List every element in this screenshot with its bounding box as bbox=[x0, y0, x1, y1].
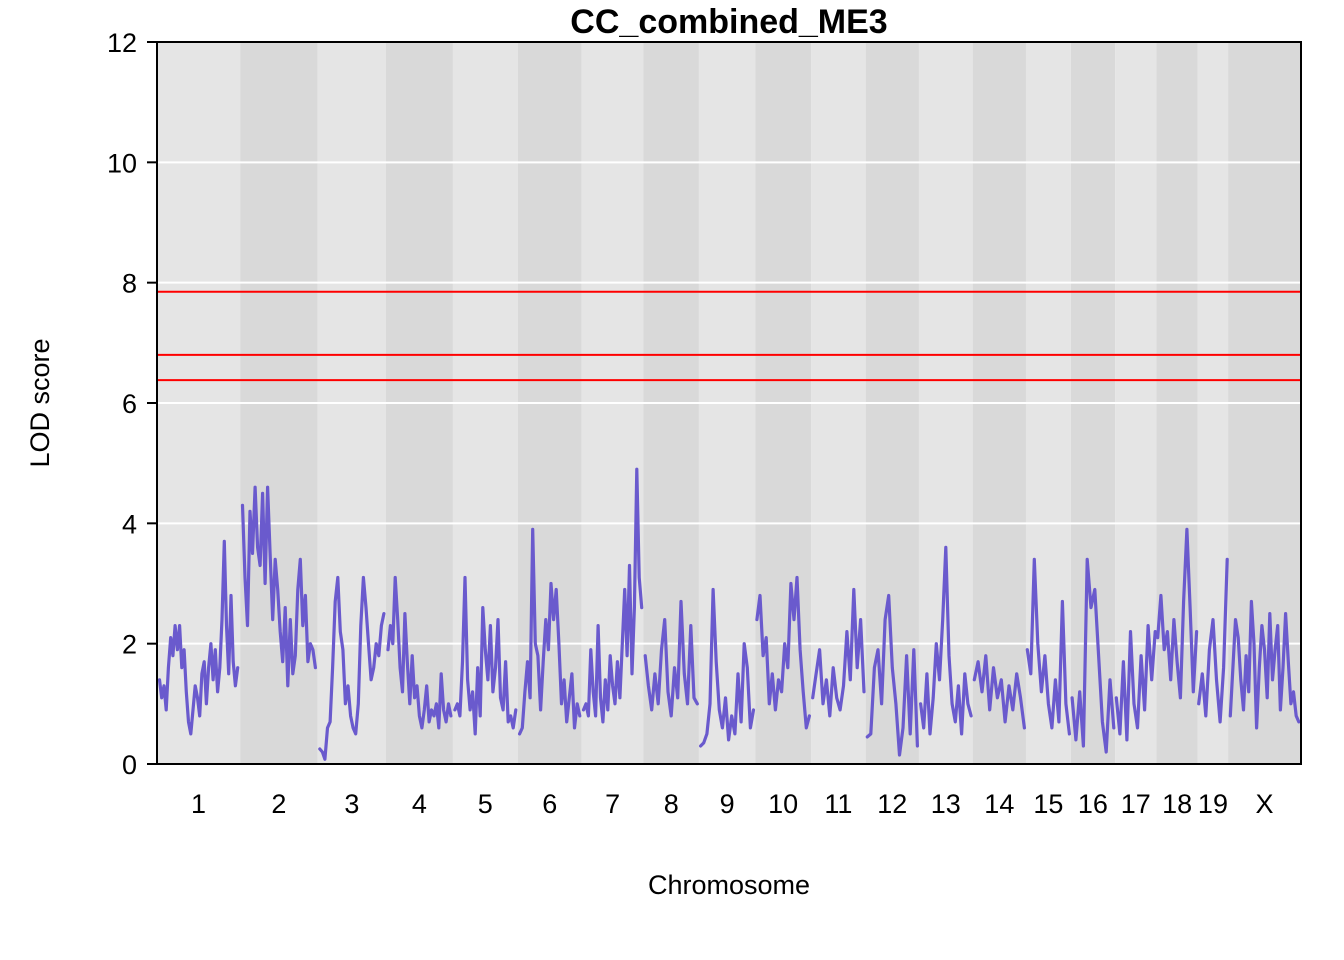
x-tick-label-chr-3: 3 bbox=[344, 789, 359, 819]
lod-curve-chr-19 bbox=[1197, 557, 1229, 724]
lod-curve-chr-2 bbox=[240, 485, 317, 688]
x-tick-label-chr-15: 15 bbox=[1033, 789, 1063, 819]
lod-curve-chr-15 bbox=[1025, 557, 1072, 736]
lod-curve-chr-16 bbox=[1070, 557, 1116, 754]
x-axis: 1 2 3 4 5 6 7 8 9 10 11 12 13 14 15 16 17 18 19 X bbox=[191, 789, 1273, 819]
y-tick-label-0: 0 bbox=[122, 750, 137, 780]
x-tick-label-chr-x: X bbox=[1256, 789, 1274, 819]
lod-curve-chr-7 bbox=[581, 467, 644, 724]
y-tick-label-2: 2 bbox=[122, 630, 137, 660]
x-tick-label-chr-1: 1 bbox=[191, 789, 206, 819]
x-tick-label-chr-8: 8 bbox=[664, 789, 679, 819]
lod-curve-chr-14 bbox=[972, 654, 1027, 730]
y-tick-label-4: 4 bbox=[122, 509, 137, 539]
x-tick-label-chr-17: 17 bbox=[1121, 789, 1151, 819]
y-tick-label-12: 12 bbox=[107, 28, 137, 58]
y-tick-label-10: 10 bbox=[107, 148, 137, 178]
lod-curve-chr-6 bbox=[517, 527, 582, 736]
x-tick-label-chr-10: 10 bbox=[768, 789, 798, 819]
x-tick-label-chr-6: 6 bbox=[542, 789, 557, 819]
lod-curve-chr-x bbox=[1228, 599, 1301, 730]
x-tick-label-chr-19: 19 bbox=[1198, 789, 1228, 819]
x-tick-label-chr-9: 9 bbox=[720, 789, 735, 819]
x-tick-label-chr-4: 4 bbox=[412, 789, 427, 819]
lod-curve-chr-18 bbox=[1156, 527, 1199, 700]
lod-curve-chr-12 bbox=[865, 593, 920, 757]
lod-curve-chr-9 bbox=[698, 587, 756, 748]
lod-curve-chr-1 bbox=[157, 539, 240, 736]
lod-curve-chr-8 bbox=[643, 599, 699, 718]
y-axis: 0 2 4 6 8 10 12 bbox=[107, 28, 157, 780]
y-tick-label-8: 8 bbox=[122, 269, 137, 299]
lod-series bbox=[157, 467, 1301, 761]
x-tick-label-chr-14: 14 bbox=[984, 789, 1014, 819]
lod-curve-chr-17 bbox=[1114, 623, 1157, 742]
x-tick-label-chr-11: 11 bbox=[824, 789, 852, 819]
lod-curve-chr-13 bbox=[918, 545, 973, 736]
x-tick-label-chr-2: 2 bbox=[271, 789, 286, 819]
gridlines bbox=[157, 161, 1301, 645]
x-tick-label-chr-13: 13 bbox=[931, 789, 961, 819]
x-tick-label-chr-12: 12 bbox=[877, 789, 907, 819]
x-tick-label-chr-5: 5 bbox=[478, 789, 493, 819]
x-axis-label: Chromosome bbox=[648, 870, 810, 900]
lod-curve-chr-10 bbox=[755, 575, 812, 730]
lod-curve-chr-11 bbox=[811, 587, 866, 718]
y-tick-label-6: 6 bbox=[122, 389, 137, 419]
chart-title: CC_combined_ME3 bbox=[570, 3, 887, 41]
lod-curve-chr-4 bbox=[386, 575, 453, 730]
lod-curve-chr-5 bbox=[453, 575, 518, 736]
x-tick-label-chr-16: 16 bbox=[1078, 789, 1108, 819]
threshold-lines bbox=[157, 290, 1301, 382]
lod-curve-chr-3 bbox=[318, 575, 386, 761]
x-tick-label-chr-18: 18 bbox=[1162, 789, 1192, 819]
x-tick-label-chr-7: 7 bbox=[605, 789, 620, 819]
y-axis-label: LOD score bbox=[25, 338, 55, 467]
